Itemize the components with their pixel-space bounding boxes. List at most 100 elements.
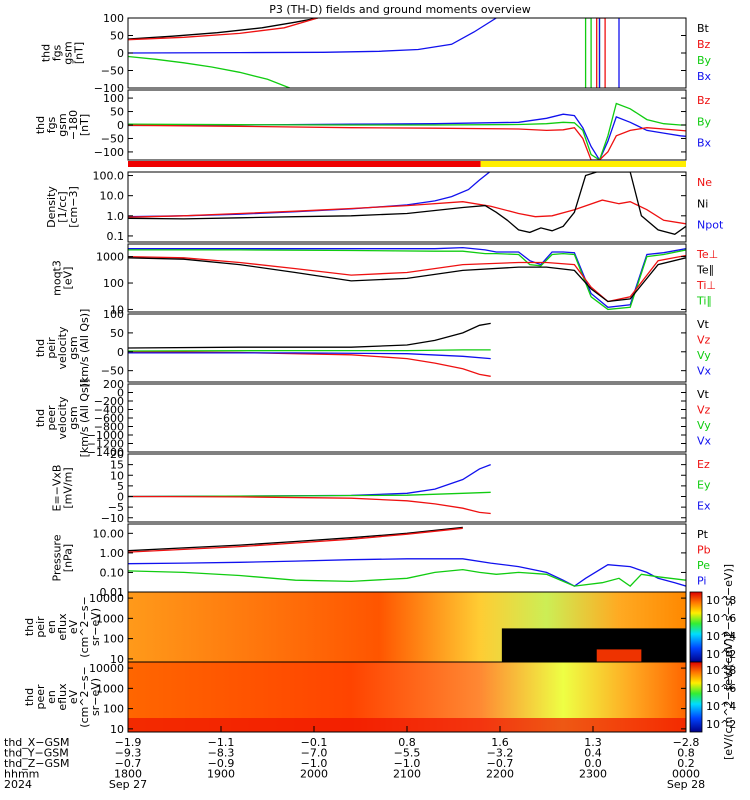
panel-density: 100.0 10.0 1.0 0.1 Density[1/cc][cm−3] Ne Ni Np…: [45, 170, 724, 243]
y-tick-label: 1000: [96, 251, 124, 264]
legend-entry: Ex: [697, 499, 711, 512]
y-tick-label: 200: [103, 378, 124, 391]
y-axis-label-line: −180: [67, 110, 80, 140]
legend-entry: By: [697, 54, 712, 67]
colorbar-tick-label: 10^6: [706, 612, 736, 625]
y-tick-label: 0: [117, 119, 124, 132]
y-tick-label: 100: [103, 703, 124, 716]
ephemeris-row-label: hhmm: [4, 768, 39, 781]
series-line-blue: [128, 246, 686, 308]
legend-entry: Vy: [697, 419, 711, 432]
y-axis-label-line: [km/s (All Qs)]: [78, 309, 91, 388]
series-line-Bz: [596, 18, 606, 88]
x-tick-Y: −8.3: [208, 747, 235, 760]
y-axis-label-line: peir: [45, 337, 58, 359]
y-tick-label: 0.10: [100, 566, 125, 579]
series-line-Vx: [128, 352, 491, 360]
series-line-Pt: [128, 526, 463, 552]
panel-fgs-gsm-full: 100 50 0 −50 −100 thdfgsgsm[nT] Bt Bz By Bx: [40, 12, 712, 95]
y-axis-label-line: [cm−3]: [67, 186, 80, 228]
y-axis-label: moqt3[eV]: [51, 260, 75, 296]
legend-entry: Vy: [697, 349, 711, 362]
y-axis-label-line: thd: [23, 618, 36, 636]
panel-mode-bar: [128, 161, 686, 167]
y-axis-label-line: [nT]: [73, 42, 86, 64]
x-tick-Z: −0.7: [115, 757, 142, 770]
y-tick-label: 100: [103, 633, 124, 646]
y-tick-label: −100: [94, 146, 124, 159]
y-tick-label: 0.01: [100, 586, 125, 599]
legend-entry: Ne: [697, 176, 712, 189]
ephemeris-row-label: thd_X−GSM: [4, 736, 70, 749]
y-axis-label: thdfgsgsm−180[nT]: [34, 110, 91, 140]
y-tick-label: 10000: [89, 662, 124, 675]
x-tick-X: 1.6: [491, 736, 509, 749]
colorbar-label: [eV/(cm^2−s−sr−eV)]: [722, 634, 735, 760]
series-line-Ni: [128, 172, 686, 236]
y-tick-label: 0: [117, 346, 124, 359]
x-tick-date: Sep 28: [667, 778, 705, 791]
y-tick-label: −400: [94, 404, 124, 417]
x-tick-X: 1.3: [584, 736, 602, 749]
x-tick-date: Sep 27: [109, 778, 147, 791]
y-axis-label-line: thd: [34, 116, 47, 134]
y-axis-label-line: peir: [34, 616, 47, 638]
plot-frame: [127, 453, 687, 523]
series-line-Te∥: [128, 257, 686, 303]
y-tick-label: 0.1: [107, 230, 125, 243]
x-tick-hhmm: 1800: [114, 768, 142, 781]
legend-entry: Npot: [697, 219, 724, 232]
legend-entry: Ti∥: [696, 295, 712, 308]
panel-peir-eflux: 10^810^610^410^2[eV/(cm^2−s−sr−eV)]10000…: [23, 564, 736, 690]
series-line-Ne: [128, 199, 686, 225]
y-tick-label: 1.00: [100, 547, 125, 560]
y-axis-label-line: gsm: [62, 41, 75, 64]
x-tick-Y: −3.2: [487, 747, 514, 760]
x-tick-hhmm: 0000: [672, 768, 700, 781]
y-axis-label-line: peer: [34, 684, 47, 710]
legend-entry: Vx: [697, 365, 712, 378]
y-axis-label-line: moqt3: [51, 260, 64, 296]
legend-entry: Bx: [697, 70, 712, 83]
spectrogram-patch: [596, 649, 642, 662]
series-line-By: [584, 18, 592, 88]
series-line-Ey: [128, 491, 491, 498]
x-tick-Z: −0.9: [208, 757, 235, 770]
y-axis-label: Pressure[nPa]: [51, 534, 75, 581]
x-tick-Y: −9.3: [115, 747, 142, 760]
colorbar-tick-label: 10^2: [706, 648, 736, 661]
y-tick-label: 100: [103, 308, 124, 321]
y-axis-label-line: eflux: [56, 683, 69, 711]
legend-entry: Ey: [697, 479, 711, 492]
legend-entry: Te⊥: [696, 248, 718, 261]
y-axis-label: thdpeirvelocitygsm[km/s (All Qs)]: [34, 309, 91, 388]
y-tick-label: 1000: [96, 682, 124, 695]
x-tick-hhmm: 2000: [300, 768, 328, 781]
series-line-Bt: [128, 18, 318, 40]
series-line-Bz: [128, 124, 686, 160]
x-tick-X: −1.1: [208, 736, 235, 749]
legend-entry: Vz: [697, 334, 711, 347]
legend-entry: Te∥: [696, 264, 714, 277]
y-axis-label-line: eV: [67, 689, 80, 704]
y-tick-label: 1000: [96, 612, 124, 625]
y-tick-label: 100: [103, 92, 124, 105]
series-line-Vy: [128, 349, 491, 352]
colorbar-tick-label: 10^2: [706, 718, 736, 731]
y-tick-label: 5: [117, 480, 124, 493]
spectrogram-band: [128, 718, 686, 732]
y-axis-label-line: gsm: [67, 336, 80, 359]
y-tick-label: 10.00: [93, 527, 125, 540]
series-line-By: [128, 102, 686, 160]
y-axis-label: thdfgsgsm[nT]: [40, 41, 86, 64]
y-axis-label-line: en: [45, 620, 58, 634]
y-axis-label-line: sr−eV): [89, 608, 102, 646]
plot-frame: [127, 383, 687, 453]
series-line-Bz: [128, 18, 318, 41]
y-axis-label-line: gsm: [67, 406, 80, 429]
y-tick-label: 100: [103, 277, 124, 290]
y-axis-label-line: [eV]: [62, 267, 75, 290]
